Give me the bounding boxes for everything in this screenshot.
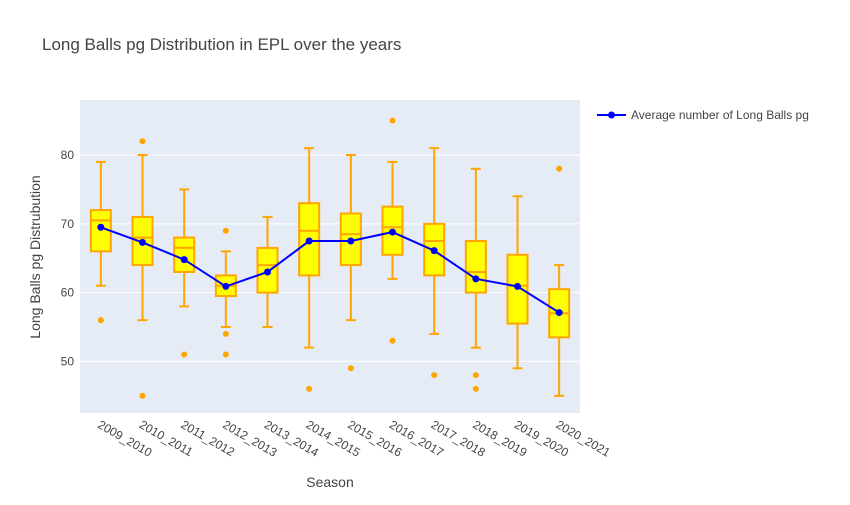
chart-title: Long Balls pg Distribution in EPL over t…	[42, 35, 401, 54]
outlier-point	[431, 372, 438, 379]
y-tick-labels: 50 60 70 80	[61, 148, 75, 368]
grid-lines	[80, 154, 580, 362]
average-point	[264, 268, 271, 276]
y-tick-label: 60	[61, 286, 75, 300]
average-point	[555, 309, 563, 317]
y-tick-label: 80	[61, 148, 75, 162]
average-point	[472, 275, 480, 283]
outlier-point	[222, 227, 229, 234]
average-point	[430, 247, 438, 255]
x-axis-title: Season	[306, 474, 353, 490]
average-line-series	[97, 223, 563, 317]
average-point	[305, 237, 313, 245]
outlier-point	[222, 330, 229, 337]
legend-label: Average number of Long Balls pg	[631, 108, 809, 122]
average-point	[389, 228, 396, 236]
average-point	[347, 237, 355, 245]
outlier-point	[556, 165, 563, 172]
outlier-point	[139, 138, 146, 145]
outlier-point	[97, 317, 104, 324]
outlier-point	[181, 351, 188, 358]
y-axis-title: Long Balls pg Distrubution	[27, 175, 43, 338]
average-point	[222, 282, 230, 290]
outlier-point	[389, 337, 396, 344]
outlier-point	[222, 351, 229, 358]
outlier-point	[306, 385, 313, 392]
outlier-point	[389, 117, 396, 124]
y-tick-label: 50	[61, 354, 75, 368]
average-point	[97, 223, 105, 231]
average-line	[100, 226, 560, 314]
plot-area	[80, 100, 580, 413]
outlier-point	[472, 385, 479, 392]
y-tick-label: 70	[61, 217, 75, 231]
box-iqr	[173, 236, 196, 273]
x-tick-labels: 2009_20102010_20112011_20122012_20132013…	[95, 417, 613, 459]
outlier-point	[472, 372, 479, 379]
average-point	[139, 238, 146, 246]
legend-marker-swatch	[608, 111, 615, 119]
outlier-point	[347, 365, 354, 372]
box-iqr	[464, 240, 487, 294]
outlier-point	[139, 392, 146, 399]
average-point	[514, 282, 521, 290]
legend[interactable]: Average number of Long Balls pg	[597, 108, 809, 122]
average-point	[180, 256, 188, 264]
